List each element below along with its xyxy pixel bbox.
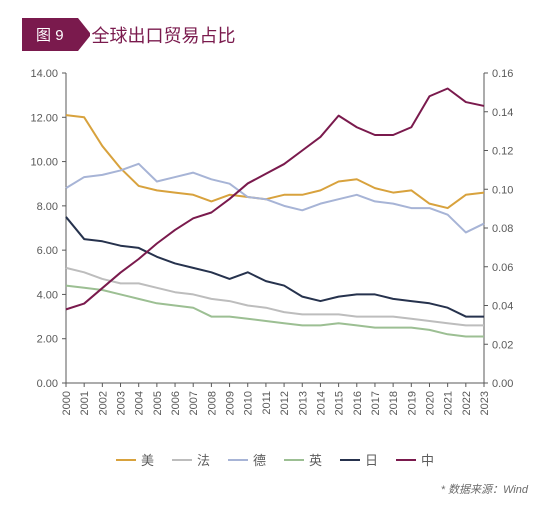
legend-item-de: 德 [228,450,266,469]
svg-text:0.02: 0.02 [492,339,513,351]
svg-text:0.16: 0.16 [492,68,513,80]
chart-title: 全球出口贸易占比 [92,22,236,48]
svg-text:2021: 2021 [443,391,455,415]
svg-text:2020: 2020 [424,391,436,415]
series-cn [66,89,484,310]
svg-text:2023: 2023 [479,391,491,415]
legend-swatch [172,459,192,461]
legend: 美法德英日中 [22,450,528,469]
svg-text:2006: 2006 [170,391,182,415]
svg-text:0.08: 0.08 [492,223,513,235]
series-us [66,115,484,208]
svg-text:0.04: 0.04 [492,301,513,313]
legend-label: 法 [197,450,210,469]
svg-text:0.00: 0.00 [492,378,513,390]
badge-prefix: 图 [36,27,51,44]
svg-text:2013: 2013 [297,391,309,415]
svg-text:2011: 2011 [261,391,273,415]
svg-text:4.00: 4.00 [37,289,58,301]
line-chart-svg: 0.00 2.00 4.00 6.00 8.00 10.00 12.00 14.00 0.00 0… [22,65,528,435]
svg-text:6.00: 6.00 [37,245,58,257]
data-source: * 数据来源：Wind [22,481,528,497]
svg-text:0.10: 0.10 [492,184,513,196]
legend-swatch [396,459,416,461]
legend-label: 德 [253,450,266,469]
svg-text:0.12: 0.12 [492,146,513,158]
header: 图 9 全球出口贸易占比 [22,18,528,51]
legend-item-uk: 英 [284,450,322,469]
svg-text:2012: 2012 [279,391,291,415]
legend-item-fr: 法 [172,450,210,469]
svg-text:0.14: 0.14 [492,107,513,119]
svg-text:2010: 2010 [243,391,255,415]
legend-label: 英 [309,450,322,469]
svg-text:10.00: 10.00 [30,157,58,169]
svg-text:2007: 2007 [188,391,200,415]
figure-badge: 图 9 [22,18,78,51]
legend-swatch [228,459,248,461]
svg-text:12.00: 12.00 [30,112,58,124]
badge-number: 9 [55,27,63,44]
legend-swatch [284,459,304,461]
svg-text:0.06: 0.06 [492,262,513,274]
svg-text:2017: 2017 [370,391,382,415]
legend-label: 美 [141,450,154,469]
chart-area: 0.00 2.00 4.00 6.00 8.00 10.00 12.00 14.00 0.00 0… [22,65,528,440]
svg-text:2022: 2022 [461,391,473,415]
legend-label: 日 [365,450,378,469]
svg-text:2018: 2018 [388,391,400,415]
svg-text:2019: 2019 [406,391,418,415]
legend-item-jp: 日 [340,450,378,469]
svg-text:2016: 2016 [352,391,364,415]
svg-text:2000: 2000 [61,391,73,415]
svg-text:2009: 2009 [225,391,237,415]
svg-text:0.00: 0.00 [37,378,58,390]
svg-text:2015: 2015 [334,391,346,415]
svg-text:2005: 2005 [152,391,164,415]
svg-text:2004: 2004 [134,391,146,415]
legend-label: 中 [421,450,434,469]
legend-swatch [340,459,360,461]
series-uk [66,286,484,337]
svg-text:8.00: 8.00 [37,201,58,213]
svg-text:2003: 2003 [116,391,128,415]
svg-text:2002: 2002 [97,391,109,415]
chart-figure: 图 9 全球出口贸易占比 0.00 2.00 4.00 6.00 8.00 10.00 12… [0,0,550,521]
svg-text:14.00: 14.00 [30,68,58,80]
legend-item-us: 美 [116,450,154,469]
legend-swatch [116,459,136,461]
svg-text:2008: 2008 [206,391,218,415]
svg-text:2014: 2014 [315,391,327,415]
legend-item-cn: 中 [396,450,434,469]
svg-text:2001: 2001 [79,391,91,415]
svg-text:2.00: 2.00 [37,334,58,346]
